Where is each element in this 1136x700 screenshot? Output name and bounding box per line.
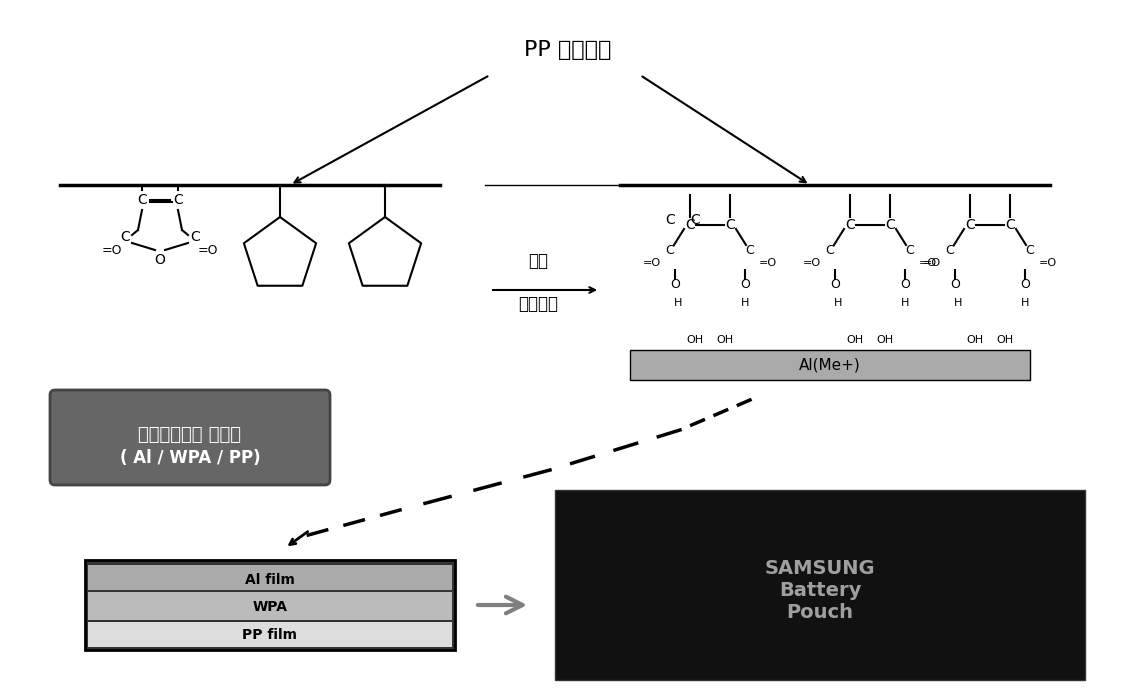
Text: H: H	[834, 298, 842, 308]
Text: Al film: Al film	[245, 573, 295, 587]
Text: 전지용파우치 구성에: 전지용파우치 구성에	[139, 426, 242, 444]
Text: =O: =O	[759, 258, 777, 268]
Text: 중화: 중화	[528, 252, 548, 270]
Text: OH: OH	[717, 335, 734, 345]
Text: C: C	[120, 230, 130, 244]
FancyBboxPatch shape	[50, 390, 329, 485]
Text: OH: OH	[846, 335, 863, 345]
Text: =O: =O	[1039, 258, 1058, 268]
Text: =O: =O	[198, 244, 218, 256]
Text: OH: OH	[686, 335, 703, 345]
Text: =O: =O	[919, 258, 937, 268]
Text: SAMSUNG
Battery
Pouch: SAMSUNG Battery Pouch	[765, 559, 876, 622]
Bar	[556, 490, 1085, 680]
Text: C: C	[1005, 218, 1014, 232]
Bar	[87, 592, 452, 620]
Text: C: C	[1026, 244, 1035, 256]
Text: H: H	[1021, 298, 1029, 308]
Text: ( Al / WPA / PP): ( Al / WPA / PP)	[119, 449, 260, 467]
Text: O: O	[1020, 279, 1030, 291]
Text: H: H	[901, 298, 909, 308]
Text: OH: OH	[967, 335, 984, 345]
Text: H: H	[741, 298, 749, 308]
Text: =O: =O	[922, 258, 941, 268]
Text: =O: =O	[803, 258, 821, 268]
Text: C: C	[826, 244, 834, 256]
Text: =O: =O	[643, 258, 661, 268]
Text: C: C	[666, 244, 675, 256]
Text: WPA: WPA	[252, 600, 287, 614]
Text: H: H	[674, 298, 683, 308]
Text: C: C	[905, 244, 914, 256]
Text: C: C	[665, 213, 675, 227]
Bar	[85, 560, 456, 650]
Text: O: O	[154, 253, 166, 267]
Text: C: C	[945, 244, 954, 256]
Text: C: C	[966, 218, 975, 232]
Text: O: O	[740, 279, 750, 291]
Text: C: C	[725, 218, 735, 232]
FancyBboxPatch shape	[630, 350, 1030, 380]
Text: C: C	[691, 213, 700, 227]
Text: 가수분해: 가수분해	[518, 295, 558, 313]
Text: OH: OH	[877, 335, 894, 345]
Text: O: O	[670, 279, 680, 291]
Text: C: C	[845, 218, 855, 232]
Text: C: C	[685, 218, 695, 232]
Bar	[87, 565, 452, 590]
Text: C: C	[137, 193, 147, 207]
Text: H: H	[954, 298, 962, 308]
Text: C: C	[173, 193, 183, 207]
Text: PP 공중합체: PP 공중합체	[525, 40, 611, 60]
Text: O: O	[950, 279, 960, 291]
Text: PP film: PP film	[242, 628, 298, 642]
Text: C: C	[885, 218, 895, 232]
Text: O: O	[830, 279, 840, 291]
Text: C: C	[190, 230, 200, 244]
Text: C: C	[745, 244, 754, 256]
Bar	[87, 622, 452, 647]
Text: =O: =O	[102, 244, 123, 256]
Text: O: O	[900, 279, 910, 291]
Text: Al(Me+): Al(Me+)	[799, 358, 861, 372]
Text: OH: OH	[996, 335, 1013, 345]
